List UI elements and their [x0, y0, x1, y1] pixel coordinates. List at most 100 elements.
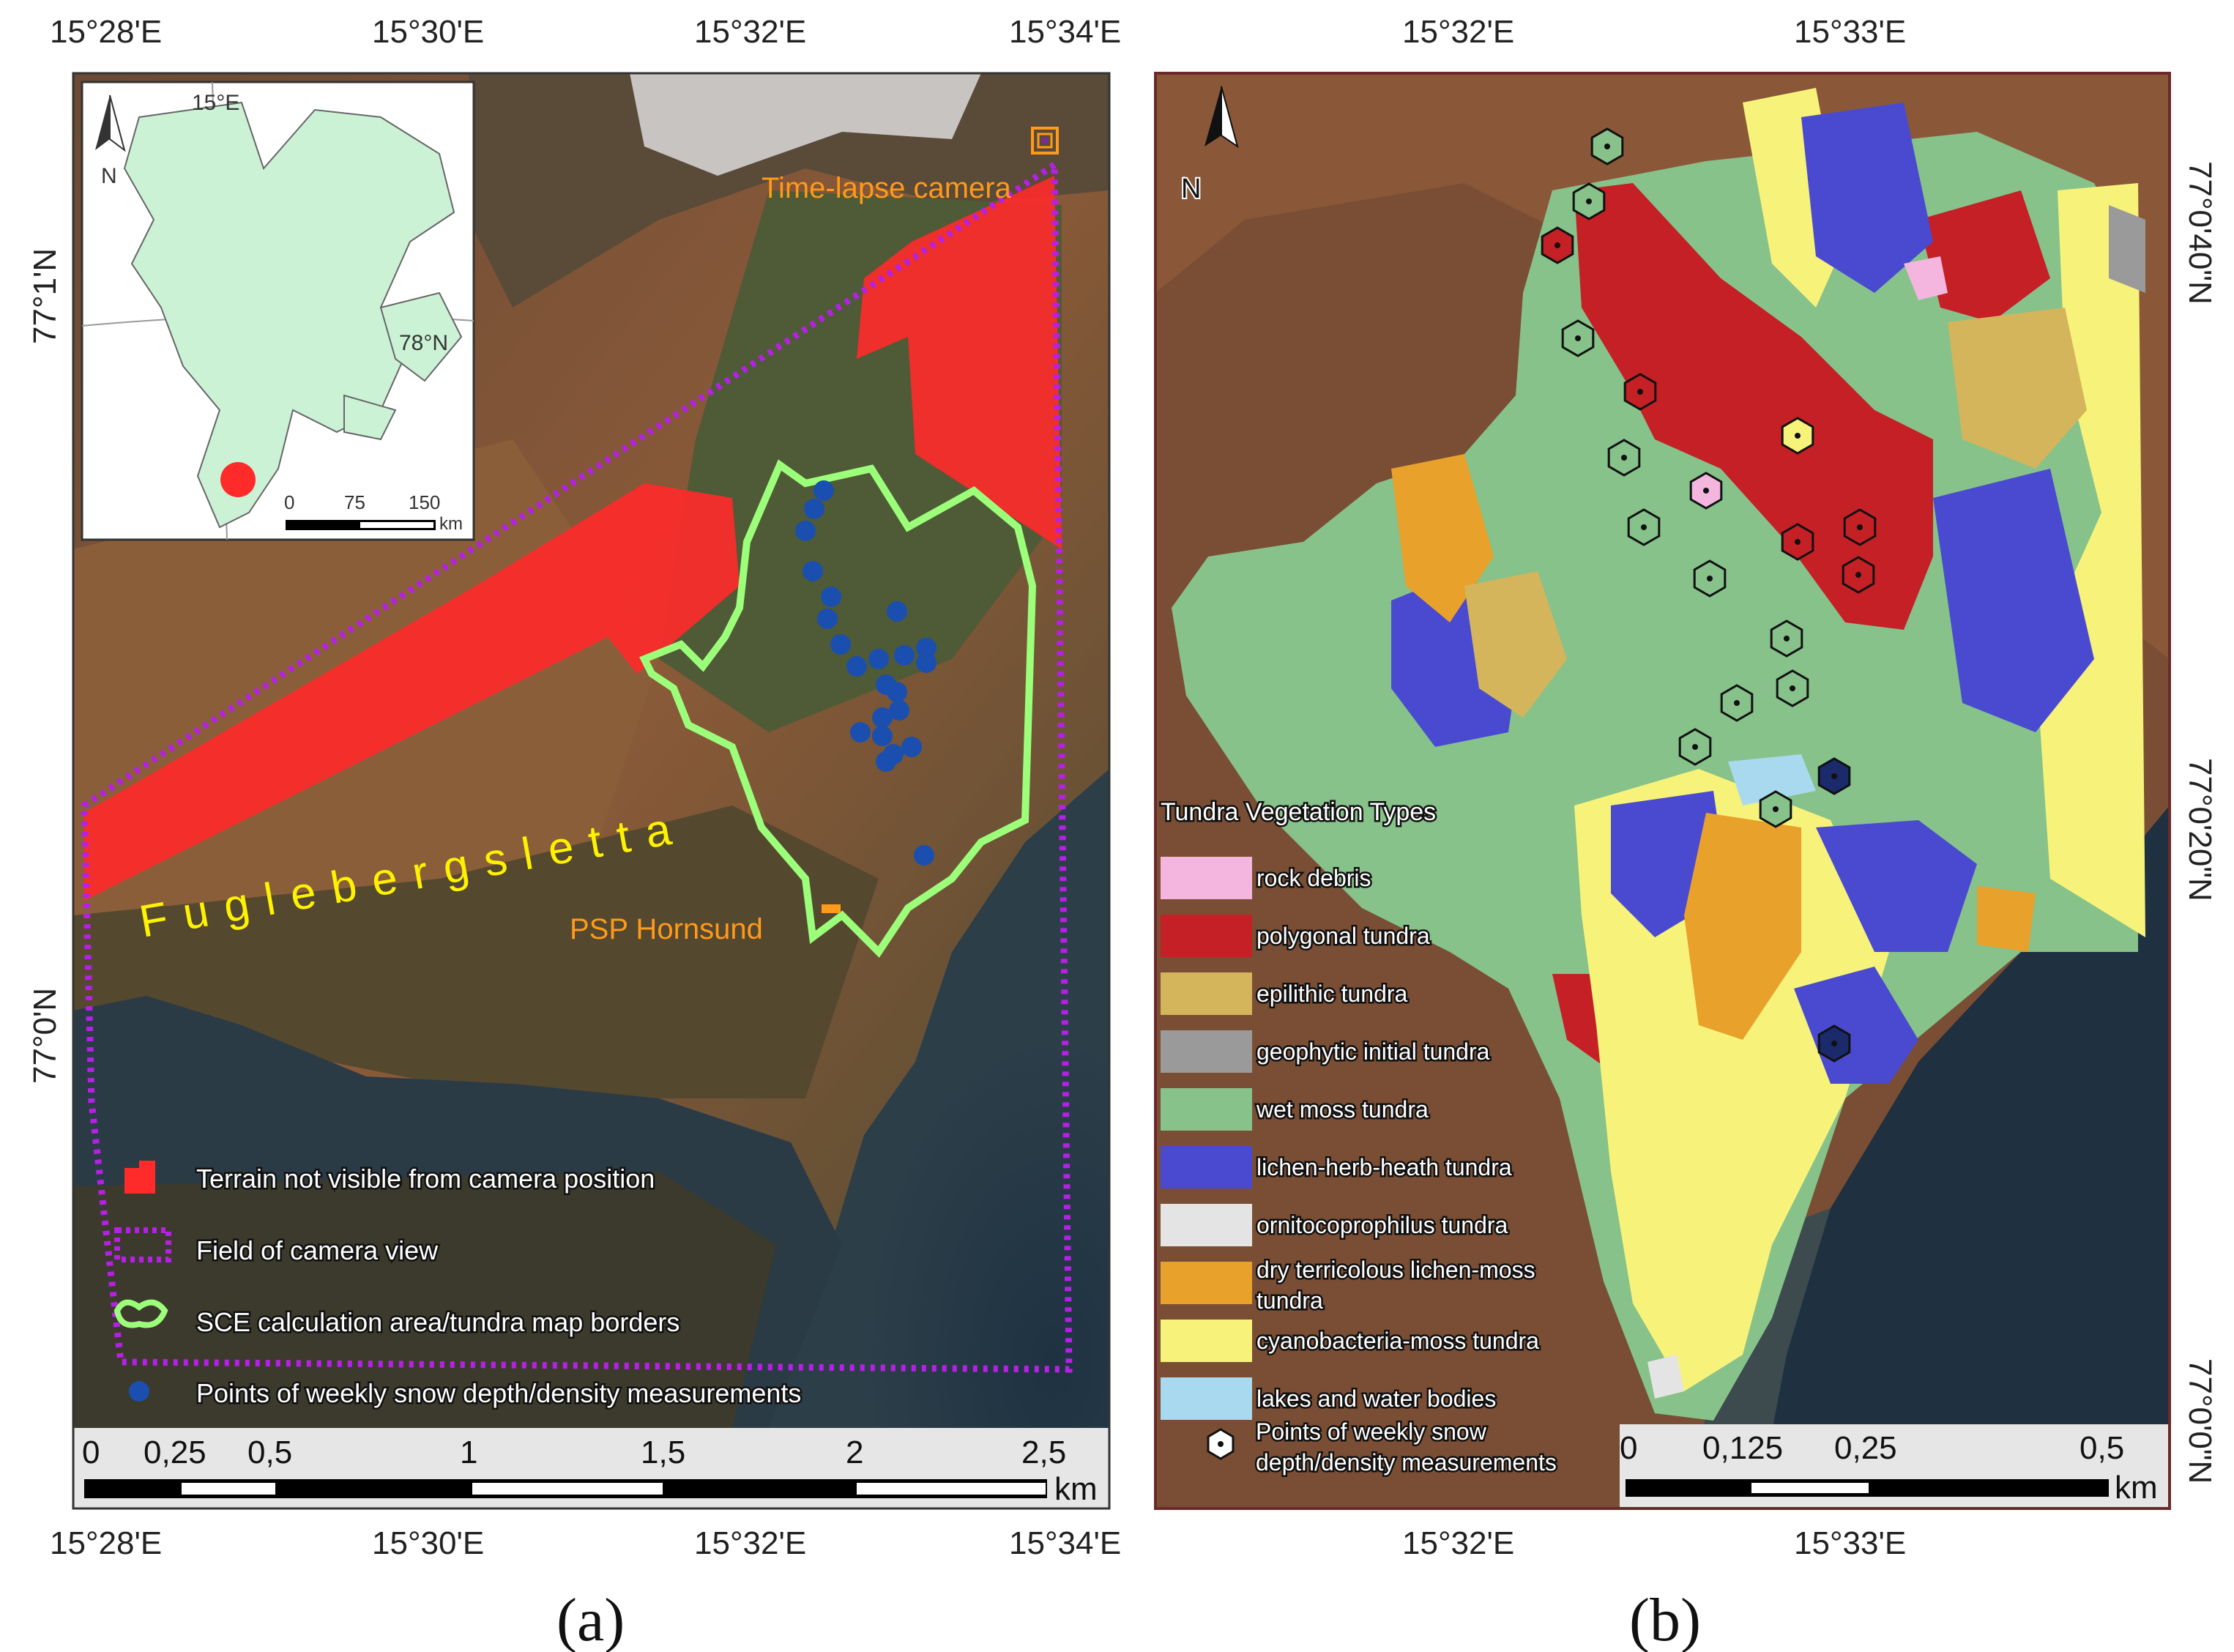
snow-points-a	[795, 480, 937, 866]
snow-point-a	[813, 480, 834, 501]
snow-point-b-dot	[1795, 433, 1801, 439]
a-bottom-tick-4: 15°34'E	[1009, 1525, 1121, 1561]
inset-north-arrow	[95, 95, 110, 150]
snow-point-a	[876, 751, 896, 772]
legend-a-label-points: Points of weekly snow depth/density meas…	[196, 1378, 801, 1408]
legend-b-label: rock debris	[1256, 865, 1371, 891]
snow-point-b-dot	[1703, 488, 1709, 494]
legend-b-swatch	[1161, 972, 1252, 1015]
legend-b-label-line2: tundra	[1256, 1287, 1323, 1314]
inset-north-label: N	[101, 164, 117, 188]
inset-location-marker	[220, 462, 256, 497]
scale-a-unit: km	[1054, 1471, 1098, 1507]
legend-b-label: polygonal tundra	[1256, 923, 1430, 949]
snow-point-a	[872, 707, 893, 728]
snow-point-a	[830, 634, 851, 655]
snow-point-a	[817, 609, 838, 629]
scale-a-label-025: 0,25	[144, 1435, 206, 1470]
legend-b-label: epilithic tundra	[1256, 981, 1408, 1007]
inset-scale-label-150: 150	[409, 491, 440, 513]
dry-terricolous-area-3	[1977, 886, 2036, 952]
snow-point-b-dot	[1857, 524, 1863, 530]
camera-symbol	[1031, 127, 1059, 155]
snow-point-a	[916, 638, 937, 658]
snow-point-a	[868, 649, 889, 669]
ornitocoprophilus-area	[1647, 1355, 1684, 1399]
inset-scale-unit: km	[439, 514, 463, 534]
scale-a-label-15: 1,5	[641, 1435, 685, 1470]
epilithic-area	[1948, 308, 2087, 469]
caption-b: (b)	[1629, 1586, 1701, 1652]
scale-b-label-0: 0	[1620, 1430, 1637, 1466]
station-symbol	[822, 904, 841, 913]
snow-point-b-dot	[1790, 685, 1795, 691]
legend-b-swatch	[1161, 857, 1252, 899]
cyanobacteria-area-2	[2036, 183, 2145, 937]
legend-b-title: Tundra Vegetation Types	[1161, 798, 1436, 826]
inset-land	[123, 101, 455, 529]
glacier-area	[630, 73, 981, 176]
a-bottom-tick-1: 15°28'E	[50, 1525, 162, 1561]
snow-point-b-dot	[1555, 242, 1560, 248]
legend-b-label: geophytic initial tundra	[1256, 1038, 1490, 1065]
lichen-area	[1801, 103, 1933, 293]
caption-a: (a)	[556, 1586, 625, 1652]
panel-b-sea	[1743, 805, 2170, 1508]
snow-point-b-dot	[1707, 576, 1713, 581]
panel-a: Time-lapse camera PSP Hornsund Fugleberg…	[27, 14, 1121, 1652]
legend-b-label: ornitocoprophilus tundra	[1256, 1212, 1508, 1238]
legend-b-points-label-2: depth/density measurements	[1256, 1449, 1557, 1476]
snow-point-a	[804, 499, 824, 519]
legend-a-swatch-points	[129, 1381, 149, 1402]
legend-a: Terrain not visible from camera position…	[113, 1161, 803, 1410]
scale-bar-a-white-1	[182, 1483, 275, 1495]
station-label: PSP Hornsund	[570, 913, 763, 945]
lichen-area-2	[1933, 469, 2094, 732]
snow-point-a	[887, 682, 907, 702]
a-bottom-tick-2: 15°30'E	[372, 1525, 484, 1561]
snow-point-b-dot	[1586, 198, 1592, 204]
b-north-arrow-left	[1205, 86, 1221, 146]
legend-b-label: lichen-herb-heath tundra	[1256, 1154, 1512, 1180]
snow-point-b-dot	[1734, 700, 1740, 706]
b-right-tick-2: 77°0'20"N	[2182, 758, 2218, 901]
snow-point-a	[889, 700, 909, 721]
polygonal-tundra-area	[1574, 183, 1933, 630]
legend-b-swatch	[1161, 1204, 1252, 1246]
legend-a-swatch-fov	[114, 1227, 171, 1262]
snow-point-b-dot	[1795, 539, 1801, 545]
epilithic-area-2	[1464, 571, 1567, 718]
inset-island-2	[343, 394, 397, 441]
legend-b-points-dot	[1218, 1441, 1224, 1447]
snow-point-b-dot	[1855, 572, 1861, 578]
scale-bar-a-white-3	[857, 1483, 1046, 1495]
polygonal-tundra-area-2	[1918, 190, 2050, 322]
legend-b-swatch	[1161, 1146, 1252, 1188]
legend-a-label-not-visible: Terrain not visible from camera position	[196, 1164, 655, 1194]
inset-north-arrow-right	[109, 94, 126, 152]
snow-point-b-dot	[1831, 773, 1837, 779]
snow-point-a	[850, 722, 871, 743]
snow-point-a	[795, 521, 816, 541]
legend-b-swatch	[1161, 915, 1252, 957]
legend-b-swatch	[1161, 1030, 1252, 1073]
legend-b-swatch	[1161, 1088, 1252, 1131]
a-top-tick-2: 15°30'E	[372, 14, 484, 50]
b-top-tick-1: 15°32'E	[1402, 14, 1514, 50]
legend-b-label: cyanobacteria-moss tundra	[1256, 1328, 1539, 1354]
lowland-area	[73, 805, 879, 1098]
scale-a-label-05: 0,5	[247, 1435, 292, 1470]
geophytic-area	[2109, 205, 2145, 293]
legend-b-swatch	[1161, 1320, 1252, 1362]
snow-point-a	[872, 726, 893, 746]
legend-b-label: wet moss tundra	[1256, 1096, 1429, 1123]
inset-parallel-label: 78°N	[399, 331, 448, 355]
a-top-tick-3: 15°32'E	[694, 14, 806, 50]
scale-a-label-2: 2	[846, 1435, 863, 1470]
scale-bar-a-white-2	[472, 1483, 663, 1495]
snow-point-b-dot	[1773, 806, 1779, 812]
legend-b-points-label-1: Points of weekly snow	[1256, 1418, 1487, 1445]
snow-points-b	[1541, 127, 1877, 1063]
snow-point-b-dot	[1637, 389, 1643, 395]
